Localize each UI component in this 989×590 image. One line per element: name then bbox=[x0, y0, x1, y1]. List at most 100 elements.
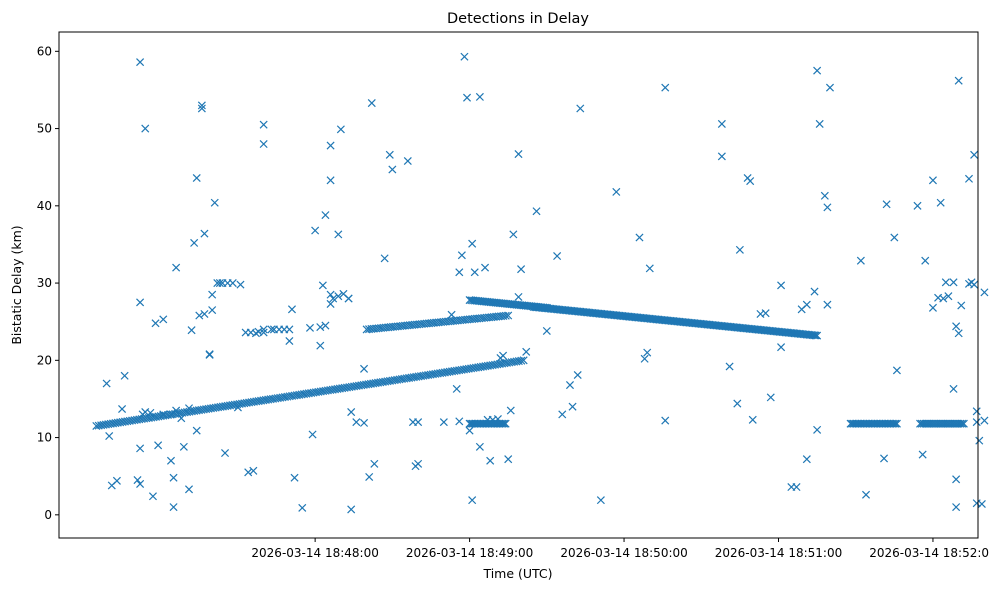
data-point bbox=[517, 265, 526, 274]
data-point bbox=[259, 139, 268, 149]
data-point bbox=[813, 66, 822, 75]
data-point bbox=[336, 125, 345, 134]
data-point bbox=[347, 408, 356, 417]
data-point bbox=[388, 165, 397, 174]
y-tick-label: 10 bbox=[37, 431, 52, 445]
data-point bbox=[455, 417, 464, 426]
data-point bbox=[154, 441, 163, 450]
data-point bbox=[486, 456, 495, 465]
data-point bbox=[913, 201, 922, 210]
data-point bbox=[958, 419, 967, 428]
data-point bbox=[475, 442, 484, 451]
data-point bbox=[347, 505, 356, 514]
data-point bbox=[825, 83, 835, 92]
data-point bbox=[102, 379, 111, 388]
data-point bbox=[321, 211, 330, 220]
x-tick-label: 2026-03-14 18:49:00 bbox=[406, 546, 533, 560]
data-point bbox=[802, 455, 811, 464]
data-point bbox=[244, 468, 253, 477]
data-point bbox=[321, 321, 330, 330]
data-point bbox=[823, 300, 832, 309]
data-point bbox=[820, 191, 829, 200]
data-point bbox=[210, 198, 219, 207]
data-point bbox=[956, 419, 965, 428]
data-point bbox=[889, 419, 898, 428]
data-point bbox=[954, 329, 963, 338]
data-point bbox=[414, 418, 423, 427]
y-tick-label: 60 bbox=[37, 44, 52, 58]
data-point bbox=[133, 476, 142, 485]
data-point bbox=[329, 294, 338, 303]
data-point bbox=[568, 402, 577, 411]
data-point bbox=[179, 442, 188, 451]
data-point bbox=[136, 444, 145, 453]
data-point bbox=[457, 251, 466, 260]
data-point bbox=[500, 419, 509, 428]
data-point bbox=[344, 294, 353, 303]
data-point bbox=[287, 305, 296, 314]
data-point bbox=[481, 263, 490, 272]
data-point bbox=[334, 230, 343, 239]
data-point bbox=[159, 410, 168, 419]
data-point bbox=[813, 331, 822, 340]
data-point bbox=[892, 419, 901, 428]
data-point bbox=[169, 473, 178, 482]
data-point bbox=[447, 310, 456, 319]
data-point bbox=[249, 466, 258, 475]
data-point bbox=[811, 331, 820, 340]
data-point bbox=[733, 399, 742, 408]
data-point bbox=[285, 325, 294, 334]
data-point bbox=[465, 426, 474, 435]
data-point bbox=[748, 415, 757, 424]
data-point bbox=[957, 301, 966, 310]
x-tick-label: 2026-03-14 18:51:00 bbox=[715, 546, 842, 560]
data-point bbox=[370, 459, 379, 468]
data-point bbox=[514, 150, 523, 159]
data-point bbox=[970, 280, 979, 289]
data-point bbox=[506, 406, 515, 415]
data-point bbox=[365, 472, 374, 481]
data-point bbox=[259, 328, 268, 337]
x-tick-label: 2026-03-14 18:52:00 bbox=[869, 546, 989, 560]
data-point bbox=[205, 350, 214, 359]
data-point bbox=[208, 290, 217, 299]
data-point bbox=[470, 268, 479, 277]
data-point bbox=[200, 229, 209, 238]
data-point bbox=[501, 419, 510, 428]
x-axis-label: Time (UTC) bbox=[482, 566, 552, 581]
data-point bbox=[964, 174, 974, 183]
data-point bbox=[952, 503, 961, 512]
data-point bbox=[360, 364, 369, 373]
data-point bbox=[892, 366, 901, 375]
data-point bbox=[661, 83, 670, 92]
data-point bbox=[558, 410, 567, 419]
data-point bbox=[952, 322, 961, 331]
data-point bbox=[761, 309, 770, 318]
data-point bbox=[352, 418, 361, 427]
data-point bbox=[360, 418, 369, 427]
data-point bbox=[148, 492, 157, 501]
data-point bbox=[517, 356, 526, 365]
data-point bbox=[367, 99, 376, 108]
data-point bbox=[326, 290, 335, 299]
data-point bbox=[918, 450, 927, 459]
data-point bbox=[475, 92, 484, 101]
data-point bbox=[228, 279, 237, 288]
data-point bbox=[939, 294, 948, 303]
y-axis: 0 10 20 30 40 50 60 bbox=[37, 44, 59, 522]
data-point bbox=[493, 415, 502, 424]
data-point bbox=[197, 104, 206, 113]
data-point bbox=[936, 198, 945, 207]
marker-layer bbox=[92, 52, 989, 514]
data-point bbox=[777, 281, 786, 290]
data-point bbox=[311, 226, 320, 235]
data-point bbox=[954, 76, 963, 85]
y-tick-label: 30 bbox=[37, 276, 52, 290]
data-point bbox=[861, 490, 871, 499]
data-point bbox=[880, 454, 889, 463]
data-point bbox=[105, 432, 114, 441]
data-point bbox=[504, 455, 513, 464]
data-point bbox=[972, 418, 981, 427]
data-point bbox=[380, 254, 389, 263]
data-point bbox=[959, 419, 968, 428]
